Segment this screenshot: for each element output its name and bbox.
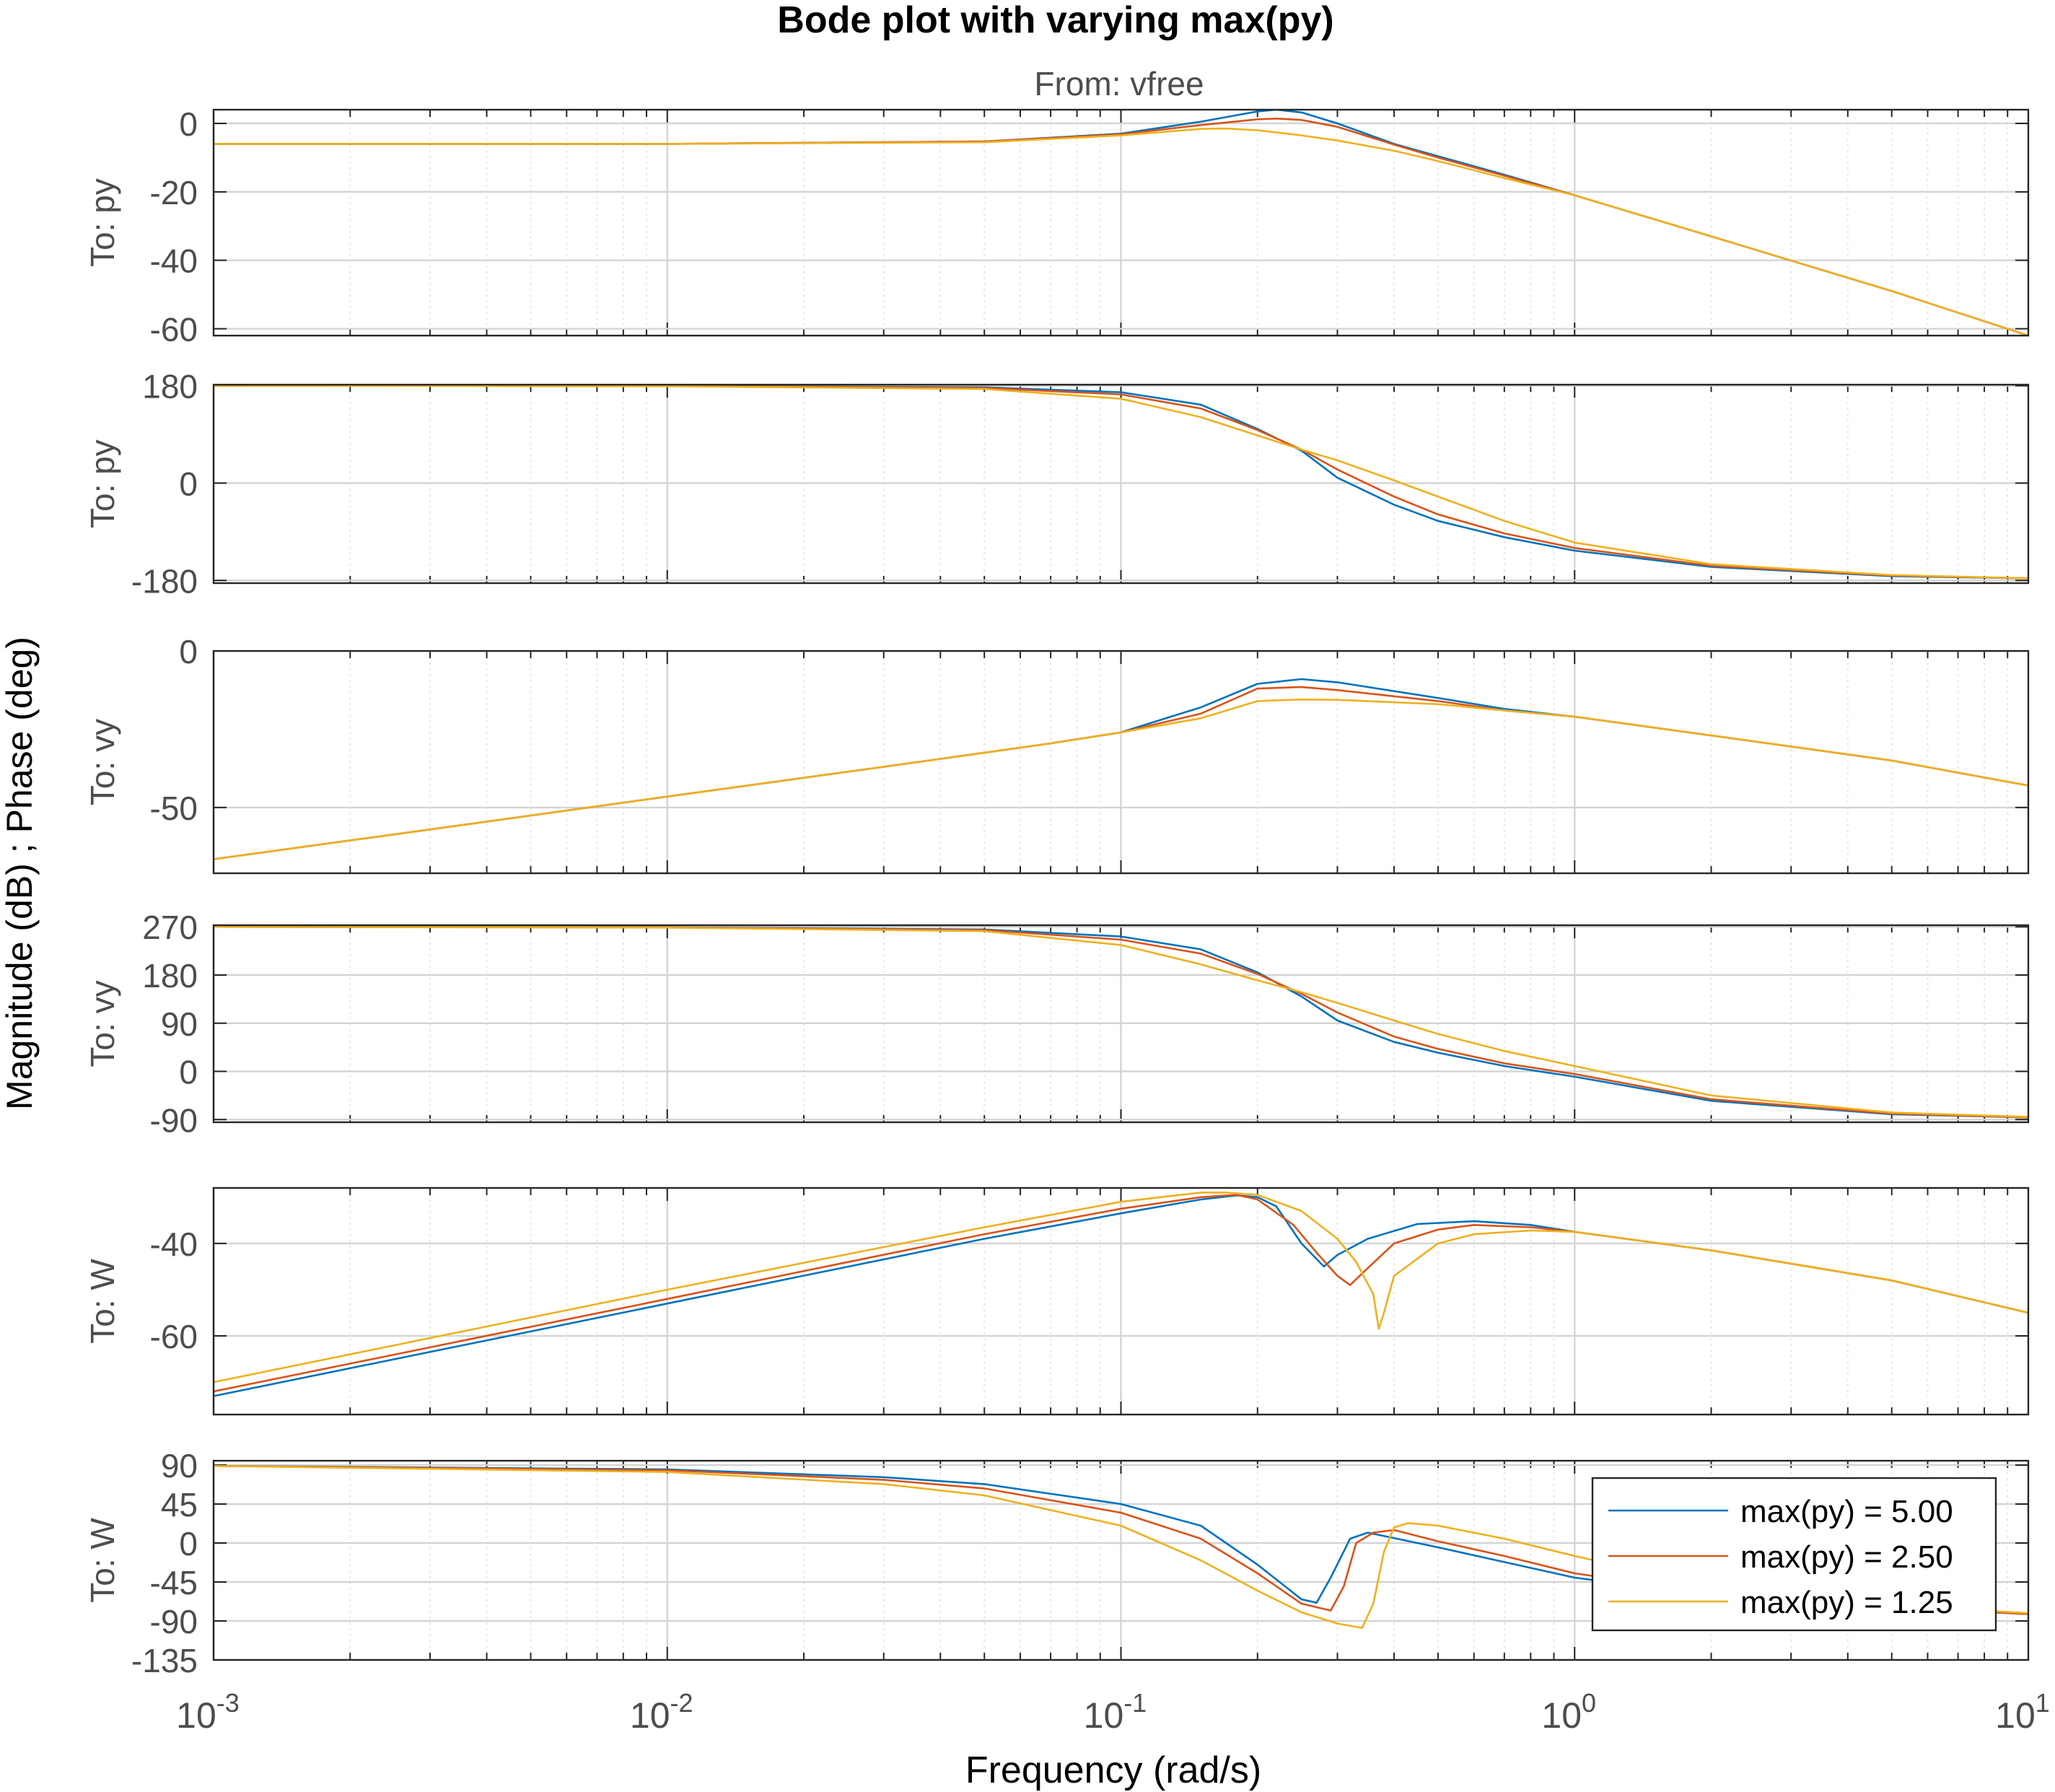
series-line-3 (214, 385, 2028, 580)
series-line-1 (214, 925, 2028, 1119)
panel-ylabel: To: vy (84, 719, 121, 805)
x-axis-label: Frequency (rad/s) (965, 1749, 1261, 1791)
series-group (214, 925, 2028, 1119)
x-tick-labels: 10-3 10-2 10-1 100 101 (176, 1688, 2050, 1736)
y-tick-label: -45 (150, 1564, 198, 1601)
x-tick-label: 10-1 (1084, 1688, 1147, 1736)
legend-box (1591, 1477, 1997, 1632)
y-tick-label: -50 (150, 790, 198, 827)
x-tick-base: 10 (630, 1695, 670, 1736)
x-tick-base: 10 (1995, 1695, 2036, 1736)
series-line-2 (214, 385, 2028, 580)
series-line-2 (214, 925, 2028, 1119)
series-group (214, 110, 2028, 336)
panel-ylabel: To: py (84, 178, 121, 267)
series-line-2 (214, 1464, 2028, 1615)
y-tick-label: -180 (131, 562, 198, 600)
y-tick-label: 90 (161, 1447, 198, 1485)
y-tick-label: -40 (150, 242, 198, 280)
panel-4: 270 180 90 0 -90 To: vy (84, 909, 2030, 1139)
panel-5: -40 -60 To: W (84, 1186, 2030, 1416)
y-tick-label: 45 (161, 1486, 198, 1524)
series-group (214, 1192, 2028, 1397)
x-tick-exponent: 0 (1582, 1688, 1596, 1718)
y-tick-label: 90 (161, 1005, 198, 1043)
panel-ylabel: To: W (84, 1518, 121, 1603)
series-line-3 (214, 925, 2028, 1118)
panel-2: 180 0 -180 To: py (84, 367, 2030, 600)
y-tick-label: -60 (150, 311, 198, 349)
legend: max(py) = 5.00 max(py) = 2.50 max(py) = 1.… (1591, 1477, 1997, 1632)
x-tick-label: 10-2 (630, 1688, 693, 1736)
panel-frame (212, 383, 2030, 585)
x-tick-exponent: -3 (216, 1688, 240, 1718)
x-tick-label: 10-3 (176, 1688, 240, 1736)
x-tick-label: 101 (1995, 1688, 2050, 1736)
y-tick-label: -90 (150, 1101, 198, 1139)
y-tick-label: 0 (179, 105, 198, 143)
panel-frame (212, 108, 2030, 337)
x-tick-exponent: -2 (670, 1688, 693, 1718)
panel-3: 0 -50 To: vy (84, 633, 2030, 875)
panel-frame (212, 1459, 2030, 1661)
y-tick-label: 0 (179, 633, 198, 670)
legend-entry-2: max(py) = 2.50 (1740, 1539, 1953, 1575)
panel-frame (212, 650, 2030, 875)
panel-1: 0 -20 -40 -60 To: py (84, 105, 2030, 349)
legend-entry-3: max(py) = 1.25 (1740, 1585, 1953, 1620)
y-tick-label: -60 (150, 1318, 198, 1355)
x-tick-label: 100 (1541, 1688, 1596, 1736)
panel-ylabel: To: vy (84, 980, 121, 1067)
x-tick-base: 10 (176, 1695, 216, 1736)
y-tick-label: 180 (142, 957, 198, 995)
y-tick-label: -135 (131, 1642, 198, 1679)
y-tick-label: 0 (179, 465, 198, 502)
panel-frame (212, 924, 2030, 1124)
y-tick-label: -90 (150, 1603, 198, 1640)
panel-ylabel: To: py (84, 440, 121, 528)
y-tick-label: -20 (150, 174, 198, 211)
series-group (214, 678, 2028, 860)
series-line-3 (214, 127, 2028, 336)
panel-frame (212, 1186, 2030, 1416)
y-tick-label: 270 (142, 909, 198, 946)
x-tick-exponent: -1 (1123, 1688, 1147, 1718)
y-tick-label: 0 (179, 1054, 198, 1091)
series-line-1 (214, 385, 2028, 580)
y-tick-label: 0 (179, 1525, 198, 1562)
series-line-3 (214, 1192, 2028, 1384)
chart-title: Bode plot with varying max(py) (777, 0, 1333, 41)
x-tick-base: 10 (1541, 1695, 1582, 1736)
series-group (214, 385, 2028, 580)
chart-subtitle: From: vfree (1034, 65, 1204, 102)
y-tick-label: 180 (142, 367, 198, 405)
y-tick-label: -40 (150, 1225, 198, 1263)
series-line-3 (214, 698, 2028, 860)
legend-entry-1: max(py) = 5.00 (1740, 1494, 1953, 1529)
series-line-3 (214, 1464, 2028, 1629)
x-tick-exponent: 1 (2036, 1688, 2050, 1718)
panel-ylabel: To: W (84, 1259, 121, 1344)
x-tick-base: 10 (1084, 1695, 1124, 1736)
y-axis-label: Magnitude (dB) ; Phase (deg) (0, 637, 40, 1110)
